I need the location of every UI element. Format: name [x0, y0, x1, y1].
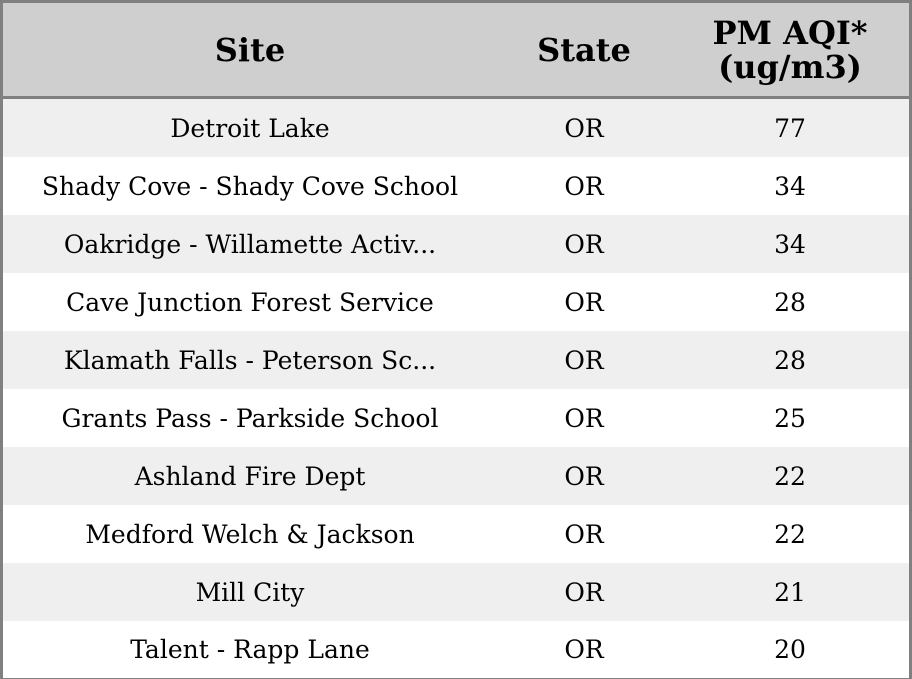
- table-row: Shady Cove - Shady Cove School OR 34: [3, 157, 909, 215]
- cell-aqi: 34: [671, 215, 909, 273]
- table-row: Klamath Falls - Peterson Sc... OR 28: [3, 331, 909, 389]
- table-row: Cave Junction Forest Service OR 28: [3, 273, 909, 331]
- table-row: Talent - Rapp Lane OR 20: [3, 621, 909, 678]
- header-state: State: [497, 3, 671, 99]
- table-row: Grants Pass - Parkside School OR 25: [3, 389, 909, 447]
- cell-state: OR: [497, 215, 671, 273]
- cell-state: OR: [497, 157, 671, 215]
- header-row: Site State PM AQI* (ug/m3): [3, 3, 909, 99]
- cell-state: OR: [497, 389, 671, 447]
- header-aqi-line1: PM AQI*: [712, 13, 868, 52]
- cell-aqi: 25: [671, 389, 909, 447]
- cell-state: OR: [497, 331, 671, 389]
- table-row: Oakridge - Willamette Activ... OR 34: [3, 215, 909, 273]
- cell-site: Shady Cove - Shady Cove School: [3, 157, 497, 215]
- cell-state: OR: [497, 563, 671, 621]
- header-aqi: PM AQI* (ug/m3): [671, 3, 909, 99]
- cell-state: OR: [497, 621, 671, 678]
- cell-site: Mill City: [3, 563, 497, 621]
- cell-state: OR: [497, 97, 671, 157]
- cell-site: Detroit Lake: [3, 97, 497, 157]
- cell-site: Medford Welch & Jackson: [3, 505, 497, 563]
- cell-aqi: 22: [671, 447, 909, 505]
- header-site: Site: [3, 3, 497, 99]
- header-aqi-line2: (ug/m3): [718, 47, 862, 86]
- cell-state: OR: [497, 447, 671, 505]
- cell-site: Cave Junction Forest Service: [3, 273, 497, 331]
- cell-aqi: 20: [671, 621, 909, 678]
- table-row: Ashland Fire Dept OR 22: [3, 447, 909, 505]
- cell-site: Grants Pass - Parkside School: [3, 389, 497, 447]
- table-row: Detroit Lake OR 77: [3, 97, 909, 157]
- cell-aqi: 22: [671, 505, 909, 563]
- cell-site: Klamath Falls - Peterson Sc...: [3, 331, 497, 389]
- table-body: Detroit Lake OR 77 Shady Cove - Shady Cove …: [3, 97, 909, 678]
- cell-aqi: 77: [671, 97, 909, 157]
- cell-aqi: 34: [671, 157, 909, 215]
- cell-state: OR: [497, 273, 671, 331]
- table-row: Medford Welch & Jackson OR 22: [3, 505, 909, 563]
- aqi-table: Site State PM AQI* (ug/m3) Detroit Lake O…: [3, 3, 909, 678]
- cell-site: Oakridge - Willamette Activ...: [3, 215, 497, 273]
- cell-site: Talent - Rapp Lane: [3, 621, 497, 678]
- cell-aqi: 28: [671, 273, 909, 331]
- cell-aqi: 21: [671, 563, 909, 621]
- cell-aqi: 28: [671, 331, 909, 389]
- table-row: Mill City OR 21: [3, 563, 909, 621]
- cell-site: Ashland Fire Dept: [3, 447, 497, 505]
- cell-state: OR: [497, 505, 671, 563]
